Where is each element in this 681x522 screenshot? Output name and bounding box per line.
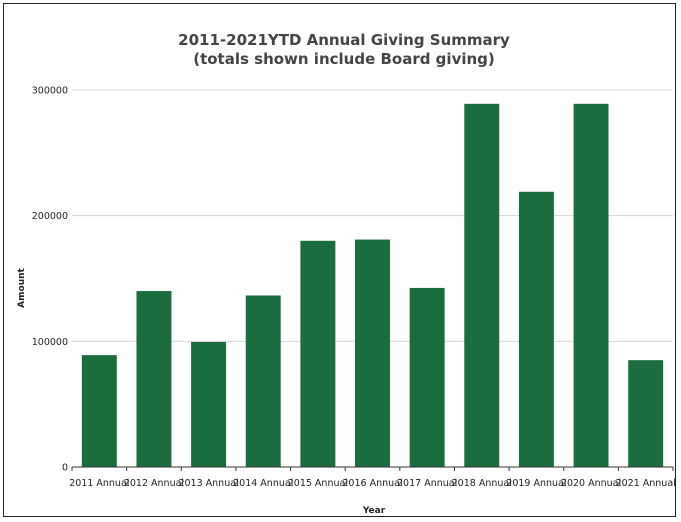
chart-title: 2011-2021YTD Annual Giving Summary [178,31,510,49]
y-axis-title: Amount [17,267,27,307]
x-axis [71,466,674,471]
bar [136,291,172,467]
chart-subtitle: (totals shown include Board giving) [193,50,495,68]
x-tick-label: 2013 Annual [178,478,238,489]
bar [518,191,554,468]
x-tick-label: 2018 Annual [452,478,512,489]
y-tick-label: 200000 [32,211,68,222]
bar [81,355,117,467]
x-tick-label: 2019 Annual [506,478,566,489]
x-tick-label: 2021 Annual [616,478,676,489]
x-axis-title: Year [362,506,386,516]
x-tick-label: 2016 Annual [342,478,402,489]
x-tick-label: 2011 Annual [69,478,129,489]
x-tick-label: 2020 Annual [561,478,621,489]
y-tick-label: 300000 [32,86,68,97]
bar [300,240,336,467]
x-tick-label: 2014 Annual [233,478,293,489]
bar [573,103,609,467]
bars [81,103,664,468]
x-tick-label: 2017 Annual [397,478,457,489]
y-tick-label: 0 [62,463,68,474]
bar [191,341,227,467]
x-tick-label: 2012 Annual [124,478,184,489]
bar [628,360,664,467]
bar [409,287,445,467]
bar [464,103,500,467]
bar [245,295,281,467]
bar [355,239,390,467]
x-tick-label: 2015 Annual [288,478,348,489]
y-tick-label: 100000 [32,337,68,348]
